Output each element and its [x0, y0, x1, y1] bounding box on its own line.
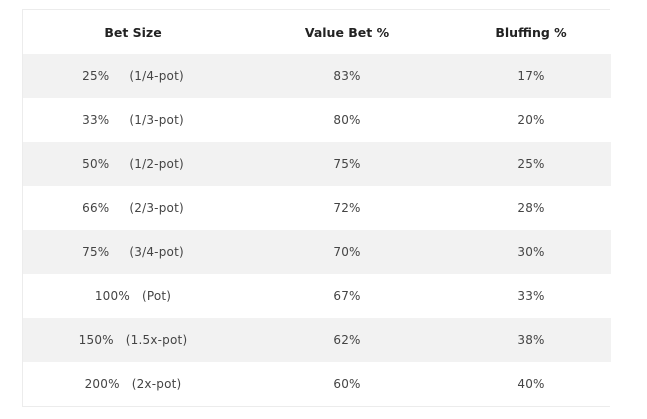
table-row: 200% (2x-pot) 60% 40%: [23, 362, 611, 406]
bet-size-cell: 66% (2/3-pot): [23, 186, 243, 230]
header-bluffing-pct: Bluffing %: [451, 10, 611, 54]
table-row: 50% (1/2-pot) 75% 25%: [23, 142, 611, 186]
table-row: 150% (1.5x-pot) 62% 38%: [23, 318, 611, 362]
header-value-bet-pct: Value Bet %: [243, 10, 451, 54]
bet-size-pct: 66%: [82, 201, 110, 215]
bet-size-desc: (1/4-pot): [129, 69, 184, 83]
bluffing-cell: 38%: [451, 318, 611, 362]
bet-size-cell: 200% (2x-pot): [23, 362, 243, 406]
value-bet-cell: 75%: [243, 142, 451, 186]
bluffing-cell: 25%: [451, 142, 611, 186]
value-bet-cell: 70%: [243, 230, 451, 274]
bluffing-cell: 28%: [451, 186, 611, 230]
bet-sizing-table-container: Bet Size Value Bet % Bluffing % 25% (1/4-…: [22, 9, 611, 407]
value-bet-cell: 83%: [243, 54, 451, 98]
bet-size-pct: 25%: [82, 69, 110, 83]
table-row: 33% (1/3-pot) 80% 20%: [23, 98, 611, 142]
bet-size-pct: 50%: [82, 157, 110, 171]
table-body: 25% (1/4-pot) 83% 17% 33% (1/3-pot) 80% 20…: [23, 54, 611, 406]
bet-size-desc: (1/2-pot): [129, 157, 184, 171]
value-bet-cell: 62%: [243, 318, 451, 362]
bet-size-cell: 75% (3/4-pot): [23, 230, 243, 274]
bet-size-pct: 200%: [84, 377, 120, 391]
bluffing-cell: 17%: [451, 54, 611, 98]
bet-size-cell: 25% (1/4-pot): [23, 54, 243, 98]
bet-size-desc: (2x-pot): [131, 377, 182, 391]
header-bet-size: Bet Size: [23, 10, 243, 54]
bluffing-cell: 40%: [451, 362, 611, 406]
bluffing-cell: 30%: [451, 230, 611, 274]
bet-size-desc: (Pot): [141, 289, 172, 303]
bet-size-desc: (1/3-pot): [129, 113, 184, 127]
bet-size-cell: 150% (1.5x-pot): [23, 318, 243, 362]
header-row: Bet Size Value Bet % Bluffing %: [23, 10, 611, 54]
bet-size-cell: 33% (1/3-pot): [23, 98, 243, 142]
table-header: Bet Size Value Bet % Bluffing %: [23, 10, 611, 54]
bet-size-desc: (1.5x-pot): [125, 333, 188, 347]
table-row: 100% (Pot) 67% 33%: [23, 274, 611, 318]
value-bet-cell: 72%: [243, 186, 451, 230]
table-row: 25% (1/4-pot) 83% 17%: [23, 54, 611, 98]
bluffing-cell: 33%: [451, 274, 611, 318]
bet-size-desc: (3/4-pot): [129, 245, 184, 259]
bet-size-pct: 75%: [82, 245, 110, 259]
value-bet-cell: 80%: [243, 98, 451, 142]
value-bet-cell: 60%: [243, 362, 451, 406]
bet-sizing-table: Bet Size Value Bet % Bluffing % 25% (1/4-…: [23, 10, 611, 406]
bet-size-cell: 100% (Pot): [23, 274, 243, 318]
bet-size-desc: (2/3-pot): [129, 201, 184, 215]
bet-size-cell: 50% (1/2-pot): [23, 142, 243, 186]
bluffing-cell: 20%: [451, 98, 611, 142]
table-row: 75% (3/4-pot) 70% 30%: [23, 230, 611, 274]
value-bet-cell: 67%: [243, 274, 451, 318]
bet-size-pct: 33%: [82, 113, 110, 127]
bet-size-pct: 100%: [94, 289, 130, 303]
bet-size-pct: 150%: [78, 333, 114, 347]
table-row: 66% (2/3-pot) 72% 28%: [23, 186, 611, 230]
